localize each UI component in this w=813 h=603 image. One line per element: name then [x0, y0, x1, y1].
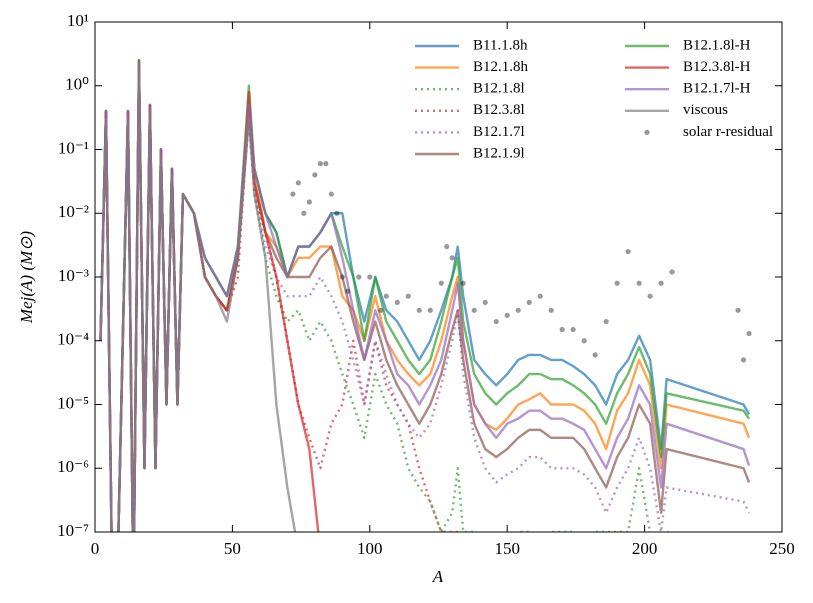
series-line	[99, 65, 459, 532]
scatter-point	[537, 293, 543, 299]
scatter-point	[493, 318, 499, 325]
y-tick-label: 10⁻⁶	[57, 457, 89, 476]
scatter-point	[438, 280, 444, 286]
scatter-point	[405, 293, 411, 299]
scatter-point	[449, 255, 455, 261]
series-line	[99, 65, 672, 532]
scatter-point	[515, 307, 521, 313]
scatter-point	[312, 172, 318, 178]
scatter-point	[669, 269, 675, 275]
scatter-point	[323, 161, 329, 167]
y-tick-label: 10⁻⁵	[57, 393, 89, 412]
scatter-point	[746, 330, 752, 337]
legend-label: B11.1.8h	[473, 37, 528, 53]
scatter-point	[625, 249, 631, 255]
x-tick-label: 0	[91, 539, 100, 558]
scatter-point	[345, 288, 351, 294]
scatter-point	[592, 352, 598, 358]
plot-frame	[94, 21, 783, 533]
scatter-point	[460, 280, 466, 286]
legend-label: B12.1.9l	[473, 145, 525, 161]
legend-label: solar r-residual	[683, 124, 773, 140]
scatter-point	[416, 307, 422, 313]
scatter-point	[317, 161, 323, 167]
scatter-point	[328, 191, 334, 197]
x-tick-label: 100	[357, 539, 383, 558]
scatter-point	[581, 338, 587, 344]
series-line	[99, 65, 751, 532]
legend-marker	[644, 129, 650, 135]
scatter-point	[356, 274, 362, 280]
scatter-point	[740, 357, 747, 363]
scatter-point	[339, 274, 345, 280]
scatter-point	[735, 307, 741, 313]
scatter-point	[290, 191, 296, 197]
y-tick-label: 10⁻⁷	[57, 521, 89, 540]
scatter-point	[603, 318, 609, 325]
series-line	[99, 65, 751, 532]
x-axis-label: A	[432, 567, 444, 586]
scatter-point	[647, 293, 653, 299]
scatter-point	[559, 326, 565, 333]
legend-label: B12.1.8h	[473, 59, 529, 75]
x-tick-label: 150	[494, 539, 520, 558]
scatter-point	[570, 326, 576, 333]
scatter-point	[504, 312, 510, 318]
y-axis-label: Mej(A) (M⊙)	[17, 231, 36, 324]
legend-label: B12.1.8l	[473, 81, 525, 97]
series-line	[99, 59, 297, 532]
scatter-point	[444, 243, 450, 250]
scatter-point	[394, 299, 400, 305]
scatter-point	[548, 307, 554, 313]
scatter-point	[482, 299, 488, 305]
scatter-point	[383, 293, 389, 299]
series-line	[99, 59, 751, 532]
scatter-point	[334, 210, 340, 216]
scatter-point	[301, 210, 307, 216]
y-tick-label: 10⁻²	[58, 202, 89, 221]
y-tick-label: 10¹	[67, 11, 89, 30]
scatter-point	[614, 280, 620, 286]
plot-area	[99, 59, 752, 532]
y-tick-label: 10⁻⁴	[57, 330, 89, 349]
y-tick-label: 10⁰	[65, 75, 89, 94]
legend-label: viscous	[683, 102, 728, 118]
legend-label: B12.1.7l	[473, 124, 525, 140]
y-tick-label: 10⁻¹	[58, 138, 89, 157]
legend-label: B12.1.8l-H	[683, 37, 751, 53]
legend-label: B12.3.8l	[473, 102, 525, 118]
scatter-point	[378, 307, 384, 313]
y-tick-label: 10⁻³	[58, 266, 89, 285]
scatter-point	[427, 307, 433, 313]
series-line	[99, 65, 751, 532]
scatter-point	[367, 274, 373, 280]
legend-label: B12.1.7l-H	[683, 81, 751, 97]
series-line	[99, 59, 751, 532]
scatter-point	[526, 299, 532, 305]
x-tick-label: 250	[769, 539, 795, 558]
scatter-point	[306, 199, 312, 205]
legend-label: B12.3.8l-H	[683, 59, 751, 75]
x-tick-label: 50	[224, 539, 241, 558]
scatter-point	[295, 180, 301, 186]
x-tick-label: 200	[632, 539, 658, 558]
scatter-point	[471, 307, 477, 313]
scatter-point	[658, 280, 664, 286]
scatter-point	[636, 280, 642, 286]
series-line	[99, 65, 751, 532]
